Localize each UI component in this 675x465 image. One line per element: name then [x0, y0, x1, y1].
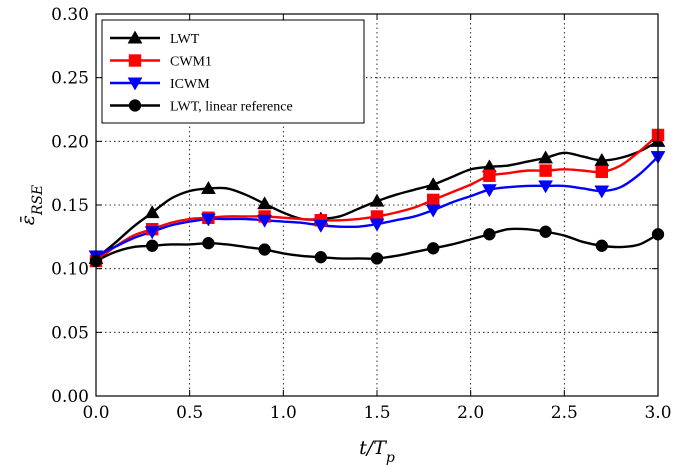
data-point	[481, 184, 497, 198]
x-tick-label: 0.0	[82, 403, 109, 423]
data-point	[144, 226, 160, 240]
data-point	[369, 193, 385, 207]
x-axis-label: t/Tp	[359, 437, 395, 465]
y-tick-labels: 0.00 0.05 0.10 0.15 0.20 0.25 0.30	[51, 5, 89, 407]
data-point	[595, 165, 608, 179]
legend-marker	[127, 77, 143, 91]
y-axis-label: ε̄RSE	[17, 185, 46, 226]
legend-marker	[128, 99, 142, 112]
x-tick-label: 0.5	[176, 403, 203, 423]
data-point	[427, 242, 440, 255]
x-tick-label: 1.5	[363, 403, 390, 423]
axis-ticks	[95, 13, 659, 397]
data-point	[370, 252, 384, 265]
y-tick-label: 0.30	[51, 5, 89, 25]
data-point	[146, 239, 159, 252]
x-tick-label: 1.0	[270, 403, 297, 423]
y-tick-label: 0.15	[51, 196, 89, 216]
x-tick-label: 3.0	[644, 403, 671, 423]
legend-marker	[127, 30, 143, 44]
y-tick-label: 0.25	[51, 69, 89, 89]
data-point	[314, 251, 327, 264]
legend: LWT CWM1 ICWM LWT, linear reference	[101, 19, 365, 124]
data-point	[483, 228, 496, 241]
x-tick-labels: 0.0 0.5 1.0 1.5 2.0 2.5 3.0	[82, 403, 671, 423]
legend-label: LWT, linear reference	[170, 100, 293, 115]
data-point	[425, 204, 441, 218]
data-point	[427, 193, 440, 207]
y-tick-label: 0.10	[51, 260, 89, 280]
data-point	[369, 218, 385, 232]
data-point	[202, 237, 215, 250]
legend-label: ICWM	[170, 77, 210, 92]
data-point	[425, 177, 441, 191]
y-tick-label: 0.20	[51, 132, 89, 152]
x-tick-label: 2.0	[457, 403, 484, 423]
data-point	[538, 150, 554, 164]
legend-label: CWM1	[170, 55, 212, 70]
x-tick-label: 2.5	[551, 403, 578, 423]
legend-marker	[128, 54, 142, 67]
data-point	[257, 214, 273, 228]
data-point	[144, 205, 160, 219]
y-tick-label: 0.05	[51, 323, 89, 343]
data-point	[595, 239, 608, 252]
data-point	[538, 180, 554, 194]
legend-label: LWT	[170, 32, 200, 47]
data-point	[200, 180, 216, 194]
data-point	[539, 225, 552, 238]
data-point	[594, 185, 610, 199]
data-point	[539, 164, 552, 177]
series-markers	[88, 128, 666, 268]
data-point	[483, 169, 496, 182]
data-point	[258, 243, 271, 256]
data-point	[594, 152, 610, 166]
y-tick-label: 0.00	[51, 387, 89, 407]
data-point	[313, 219, 329, 233]
data-point	[200, 213, 216, 227]
data-point	[257, 196, 273, 210]
